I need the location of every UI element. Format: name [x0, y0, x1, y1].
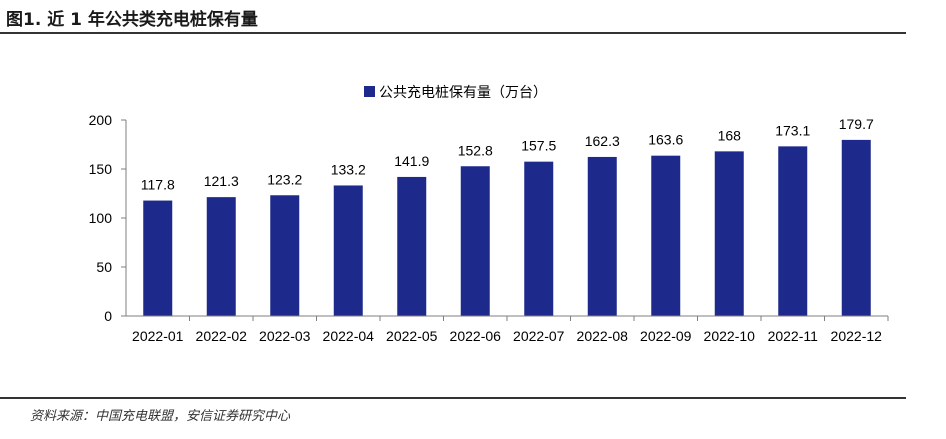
data-label: 117.8: [141, 177, 175, 193]
x-tick-label: 2022-08: [577, 328, 629, 344]
x-tick-label: 2022-01: [132, 328, 184, 344]
bar: [651, 155, 681, 316]
y-tick-label: 200: [89, 112, 113, 128]
data-label: 168: [718, 127, 742, 143]
x-tick-label: 2022-02: [196, 328, 248, 344]
y-tick-label: 50: [96, 259, 112, 275]
figure-title: 图1. 近 1 年公共类充电桩保有量: [6, 10, 258, 30]
x-tick-label: 2022-06: [450, 328, 502, 344]
legend-swatch: [364, 86, 375, 97]
source-note: 资料来源：中国充电联盟，安信证券研究中心: [30, 409, 291, 424]
x-tick-label: 2022-03: [259, 328, 311, 344]
bars-group: 117.8 121.3 123.2 133.2 141.9 152.8 157.5 162.3…: [141, 116, 874, 316]
x-tick-label: 2022-05: [386, 328, 438, 344]
data-label: 121.3: [204, 173, 239, 189]
bar: [587, 156, 617, 316]
data-label: 133.2: [331, 161, 366, 177]
y-tick-label: 0: [104, 308, 112, 324]
bar: [397, 176, 427, 316]
data-label: 173.1: [775, 122, 810, 138]
data-label: 157.5: [521, 138, 556, 154]
data-label: 123.2: [267, 171, 302, 187]
y-tick-label: 150: [89, 161, 113, 177]
x-tick-label: 2022-12: [831, 328, 883, 344]
x-tick-label: 2022-11: [768, 328, 819, 344]
bar: [270, 195, 300, 316]
bar: [206, 197, 236, 316]
x-tick-label: 2022-04: [323, 328, 375, 344]
chart-legend: 公共充电桩保有量（万台）: [364, 84, 547, 101]
y-axis: 0 50 100 150 200: [89, 112, 127, 324]
x-tick-label: 2022-10: [704, 328, 756, 344]
data-label: 162.3: [585, 133, 620, 149]
bar: [460, 166, 490, 316]
x-tick-label: 2022-07: [513, 328, 565, 344]
bottom-rule: [0, 397, 906, 399]
legend-label: 公共充电桩保有量（万台）: [379, 84, 547, 101]
data-label: 152.8: [458, 142, 493, 158]
x-axis: 2022-01 2022-02 2022-03 2022-04 2022-05 2022-…: [126, 315, 889, 344]
bar: [143, 200, 173, 316]
y-tick-label: 100: [89, 210, 113, 226]
bar: [841, 139, 871, 316]
bar: [714, 151, 744, 316]
data-label: 163.6: [648, 132, 683, 148]
bar: [333, 185, 363, 316]
bar: [524, 161, 554, 316]
bar: [778, 146, 808, 316]
x-tick-label: 2022-09: [640, 328, 692, 344]
top-rule: [0, 32, 906, 34]
data-label: 141.9: [394, 153, 429, 169]
data-label: 179.7: [839, 116, 874, 132]
